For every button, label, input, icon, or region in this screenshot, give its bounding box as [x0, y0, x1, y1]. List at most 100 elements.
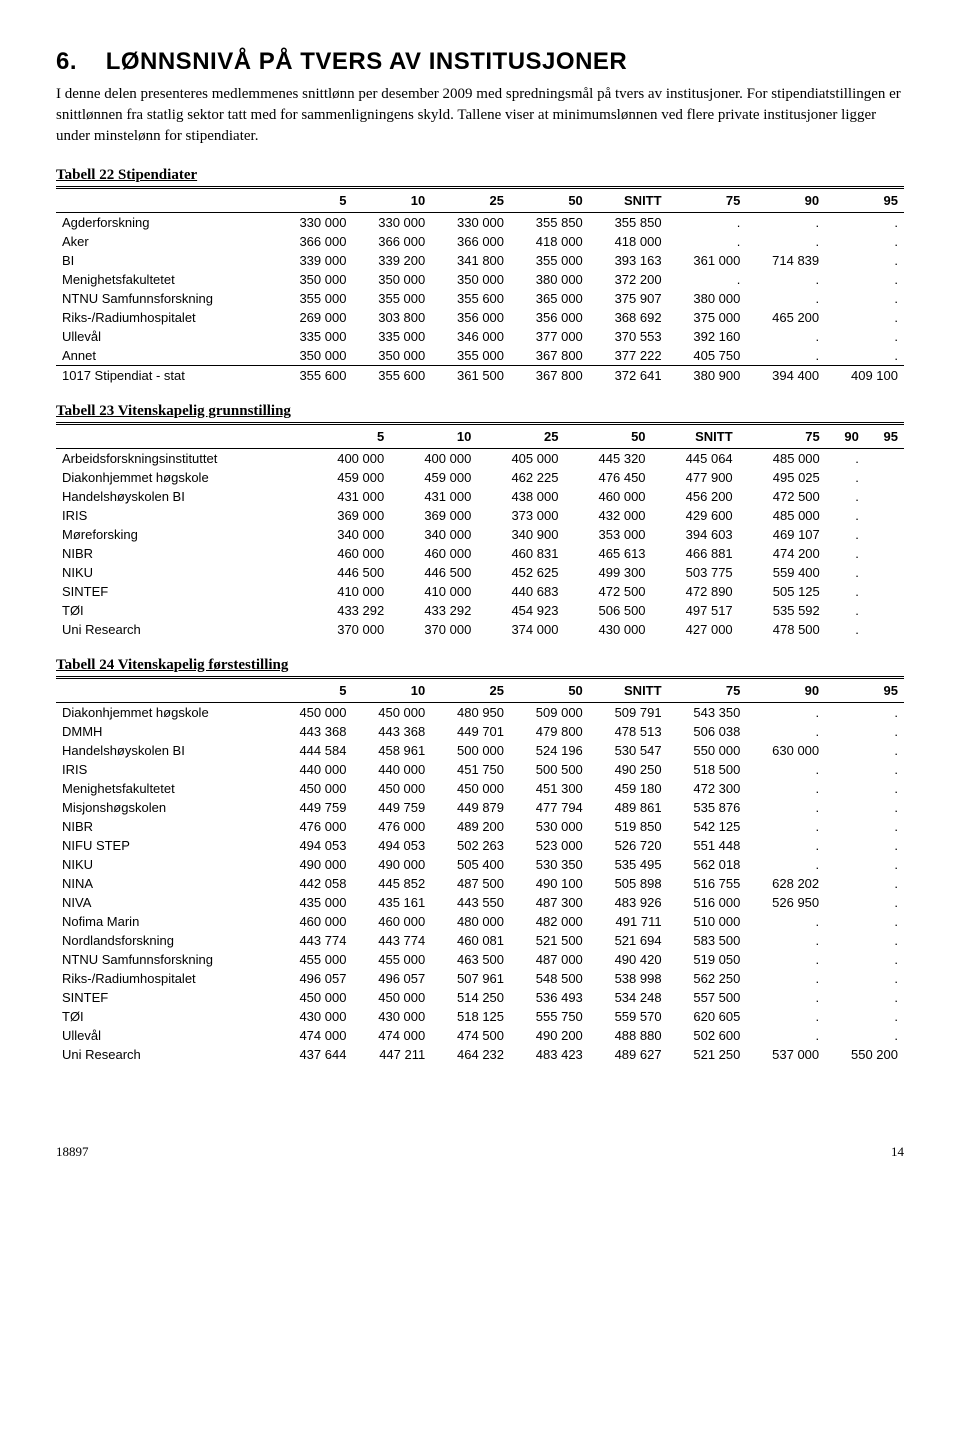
cell: . — [825, 346, 904, 366]
section-heading: 6. LØNNSNIVÅ PÅ TVERS AV INSTITUSJONER — [56, 48, 904, 76]
cell: 460 000 — [390, 544, 477, 563]
cell: 335 000 — [352, 327, 431, 346]
cell: 269 000 — [274, 308, 353, 327]
cell: 519 050 — [668, 950, 747, 969]
cell: 620 605 — [668, 1007, 747, 1026]
cell: 435 000 — [274, 893, 353, 912]
cell: 480 000 — [431, 912, 510, 931]
section-title: LØNNSNIVÅ PÅ TVERS AV INSTITUSJONER — [106, 48, 628, 75]
col-header: 75 — [668, 678, 747, 703]
cell: . — [746, 346, 825, 366]
cell: 369 000 — [390, 506, 477, 525]
cell: . — [825, 893, 904, 912]
col-header: 10 — [352, 188, 431, 213]
cell: 375 907 — [589, 289, 668, 308]
cell: 500 000 — [431, 741, 510, 760]
cell: 392 160 — [668, 327, 747, 346]
cell: 472 500 — [739, 487, 826, 506]
table-row: Handelshøyskolen BI431 000431 000438 000… — [56, 487, 904, 506]
cell: 521 500 — [510, 931, 589, 950]
cell: 450 000 — [352, 779, 431, 798]
cell: 474 200 — [739, 544, 826, 563]
cell: . — [825, 836, 904, 855]
cell: 442 058 — [274, 874, 353, 893]
cell: . — [746, 969, 825, 988]
cell: 380 000 — [668, 289, 747, 308]
cell: 487 000 — [510, 950, 589, 969]
row-label: SINTEF — [56, 582, 303, 601]
cell: 373 000 — [477, 506, 564, 525]
cell: 489 200 — [431, 817, 510, 836]
cell: 355 850 — [510, 213, 589, 233]
cell: 488 880 — [589, 1026, 668, 1045]
row-label: Nordlandsforskning — [56, 931, 274, 950]
cell — [865, 601, 904, 620]
cell: 460 000 — [564, 487, 651, 506]
section-number: 6. — [56, 48, 77, 75]
cell: 410 000 — [390, 582, 477, 601]
cell: 433 292 — [303, 601, 390, 620]
cell: 361 000 — [668, 251, 747, 270]
cell: 330 000 — [352, 213, 431, 233]
cell: 346 000 — [431, 327, 510, 346]
cell: 340 000 — [390, 525, 477, 544]
row-label: NIVA — [56, 893, 274, 912]
table-row: NTNU Samfunnsforskning355 000355 000355 … — [56, 289, 904, 308]
cell: 450 000 — [431, 779, 510, 798]
cell: . — [826, 468, 865, 487]
cell: . — [825, 308, 904, 327]
cell: 463 500 — [431, 950, 510, 969]
cell: 430 000 — [274, 1007, 353, 1026]
cell: 477 794 — [510, 798, 589, 817]
row-label: SINTEF — [56, 988, 274, 1007]
col-header: SNITT — [652, 424, 739, 449]
table-row: Diakonhjemmet høgskole450 000450 000480 … — [56, 703, 904, 723]
table22: 5102550SNITT759095 Agderforskning330 000… — [56, 186, 904, 385]
cell: 526 720 — [589, 836, 668, 855]
row-label: Arbeidsforskningsinstituttet — [56, 449, 303, 469]
cell: 459 180 — [589, 779, 668, 798]
table-row: IRIS369 000369 000373 000432 000429 6004… — [56, 506, 904, 525]
cell: 516 755 — [668, 874, 747, 893]
col-header: 75 — [739, 424, 826, 449]
cell: . — [826, 506, 865, 525]
cell: 530 350 — [510, 855, 589, 874]
cell: 460 000 — [274, 912, 353, 931]
cell: 483 926 — [589, 893, 668, 912]
cell: 490 200 — [510, 1026, 589, 1045]
table-row: Misjonshøgskolen449 759449 759449 879477… — [56, 798, 904, 817]
cell: 502 263 — [431, 836, 510, 855]
cell: 370 000 — [390, 620, 477, 639]
table-row: SINTEF450 000450 000514 250536 493534 24… — [56, 988, 904, 1007]
row-label: Møreforsking — [56, 525, 303, 544]
cell: 507 961 — [431, 969, 510, 988]
cell: 380 900 — [668, 366, 747, 386]
cell: 455 000 — [274, 950, 353, 969]
cell: 350 000 — [352, 346, 431, 366]
table-row: Arbeidsforskningsinstituttet400 000400 0… — [56, 449, 904, 469]
col-header: 75 — [668, 188, 747, 213]
cell: . — [825, 1026, 904, 1045]
cell: . — [746, 817, 825, 836]
cell: . — [825, 289, 904, 308]
cell: . — [668, 270, 747, 289]
cell: 449 759 — [352, 798, 431, 817]
cell: 443 368 — [352, 722, 431, 741]
cell: 505 898 — [589, 874, 668, 893]
cell: 465 200 — [746, 308, 825, 327]
table-row: NIBR460 000460 000460 831465 613466 8814… — [56, 544, 904, 563]
cell: 489 627 — [589, 1045, 668, 1064]
cell: 377 222 — [589, 346, 668, 366]
cell: 490 250 — [589, 760, 668, 779]
cell: 451 750 — [431, 760, 510, 779]
cell — [865, 487, 904, 506]
col-header-label — [56, 188, 274, 213]
cell — [865, 563, 904, 582]
cell: 355 000 — [510, 251, 589, 270]
cell: 510 000 — [668, 912, 747, 931]
cell: . — [825, 874, 904, 893]
cell: . — [825, 988, 904, 1007]
table-row: Møreforsking340 000340 000340 900353 000… — [56, 525, 904, 544]
cell: 366 000 — [431, 232, 510, 251]
cell: . — [825, 722, 904, 741]
